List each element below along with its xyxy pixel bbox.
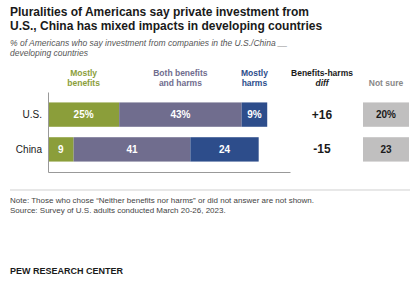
bar xyxy=(242,102,268,126)
chart: Pluralities of Americans say private inv… xyxy=(0,0,420,284)
y-tick-label: China xyxy=(16,144,43,155)
y-tick: U.S. xyxy=(23,109,48,120)
note-line: Note: Those who chose “Neither benefits … xyxy=(10,196,314,205)
not-sure-label: 20% xyxy=(376,109,396,120)
data-label: 9 xyxy=(58,144,64,155)
not-sure-header: Not sure xyxy=(369,78,404,88)
bars xyxy=(48,102,267,161)
column-header-line: Mostly xyxy=(70,68,97,78)
column-header-line: and harms xyxy=(159,78,202,88)
data-label: 43% xyxy=(170,109,190,120)
y-tick-label: U.S. xyxy=(23,109,42,120)
diff-header-line: diff xyxy=(315,78,329,88)
diff-header: Benefits-harmsdiff xyxy=(291,68,353,88)
column-header: Both benefitsand harms xyxy=(153,68,208,88)
column-header: Mostlybenefits xyxy=(67,68,100,88)
title: Pluralities of Americans say private inv… xyxy=(10,5,322,33)
data-label: 24 xyxy=(219,144,231,155)
column-header: Mostlyharms xyxy=(241,68,268,88)
column-header-line: harms xyxy=(242,78,268,88)
not-sure-header-line: Not sure xyxy=(369,78,404,88)
bar xyxy=(48,102,119,126)
note: Note: Those who chose “Neither benefits … xyxy=(10,196,314,215)
separator xyxy=(10,190,410,191)
not-sure-box xyxy=(363,102,409,126)
bar xyxy=(74,137,191,161)
data-label: 41 xyxy=(126,144,138,155)
data-label: 9% xyxy=(247,109,262,120)
y-tick: China xyxy=(16,144,48,155)
subtitle-line: % of Americans who say investment from c… xyxy=(10,38,288,48)
x-axis-line xyxy=(49,172,291,173)
y-axis: U.S. China xyxy=(16,93,49,173)
note-line: Source: Survey of U.S. adults conducted … xyxy=(10,206,226,215)
subtitle: % of Americans who say investment from c… xyxy=(10,38,288,58)
bar xyxy=(119,102,241,126)
data-label: 25% xyxy=(74,109,94,120)
not-sure-box xyxy=(363,137,409,161)
y-axis-line xyxy=(48,93,49,173)
diff-header-line: Benefits-harms xyxy=(291,68,353,78)
column-header-line: Both benefits xyxy=(153,68,208,78)
bar xyxy=(48,137,74,161)
diff-value: +16 xyxy=(312,108,333,122)
diff-value: -15 xyxy=(313,142,331,156)
title-line: Pluralities of Americans say private inv… xyxy=(10,5,309,19)
column-header-line: Mostly xyxy=(241,68,268,78)
column-header-line: benefits xyxy=(67,78,100,88)
subtitle-line: developing countries xyxy=(10,48,89,58)
not-sure-label: 23 xyxy=(380,144,392,155)
bar xyxy=(190,137,258,161)
title-line: U.S., China has mixed impacts in develop… xyxy=(10,19,322,33)
footer: PEW RESEARCH CENTER xyxy=(10,266,124,276)
x-axis xyxy=(49,172,291,173)
